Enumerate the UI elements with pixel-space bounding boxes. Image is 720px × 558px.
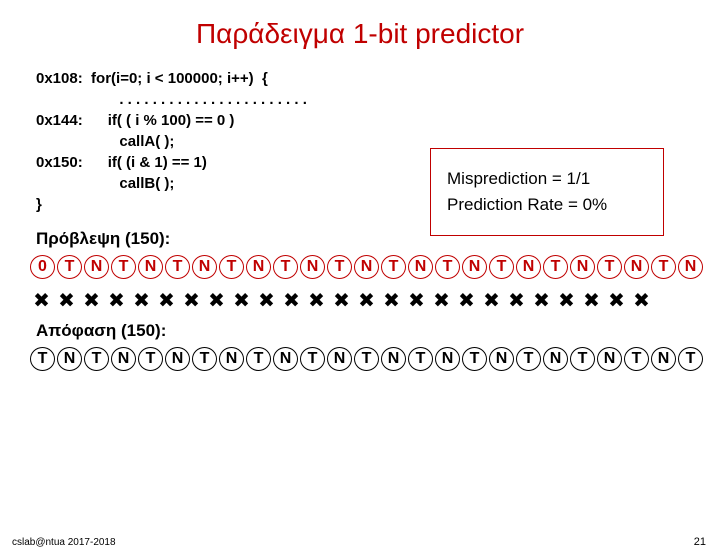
cross-icon: ✖	[505, 289, 528, 311]
prediction-rate-text: Prediction Rate = 0%	[447, 195, 647, 215]
decision-cell: N	[57, 347, 82, 371]
decision-cell: N	[597, 347, 622, 371]
prediction-cell: T	[327, 255, 352, 279]
code-line: 0x144: if( ( i % 100) == 0 )	[36, 110, 720, 131]
prediction-cell: N	[408, 255, 433, 279]
decision-cell: N	[219, 347, 244, 371]
prediction-cell: N	[138, 255, 163, 279]
prediction-cell: N	[624, 255, 649, 279]
prediction-cell: N	[516, 255, 541, 279]
cross-icon: ✖	[155, 289, 178, 311]
decision-cell: T	[408, 347, 433, 371]
decision-cell: N	[327, 347, 352, 371]
prediction-cell: T	[435, 255, 460, 279]
prediction-cell: 0	[30, 255, 55, 279]
cross-icon: ✖	[405, 289, 428, 311]
decision-cell: N	[543, 347, 568, 371]
cross-icon: ✖	[380, 289, 403, 311]
prediction-cell: T	[111, 255, 136, 279]
code-line: . . . . . . . . . . . . . . . . . . . . …	[36, 89, 720, 110]
page-number: 21	[694, 536, 706, 548]
cross-icon: ✖	[430, 289, 453, 311]
prediction-cell: T	[597, 255, 622, 279]
cross-icon: ✖	[605, 289, 628, 311]
prediction-cell: T	[381, 255, 406, 279]
prediction-cell: N	[678, 255, 703, 279]
cross-icon: ✖	[530, 289, 553, 311]
cross-icon: ✖	[280, 289, 303, 311]
prediction-cell: N	[84, 255, 109, 279]
prediction-cell: T	[489, 255, 514, 279]
decision-cell: T	[138, 347, 163, 371]
decision-cell: T	[570, 347, 595, 371]
decision-cell: T	[678, 347, 703, 371]
code-line: 0x108: for(i=0; i < 100000; i++) {	[36, 68, 720, 89]
cross-icon: ✖	[180, 289, 203, 311]
decision-cell: N	[435, 347, 460, 371]
decision-cell: N	[273, 347, 298, 371]
cross-icon: ✖	[230, 289, 253, 311]
cross-icon: ✖	[80, 289, 103, 311]
decision-row: TNTNTNTNTNTNTNTNTNTNTNTNT	[30, 347, 690, 371]
cross-row: ✖✖✖✖✖✖✖✖✖✖✖✖✖✖✖✖✖✖✖✖✖✖✖✖✖	[30, 289, 690, 311]
decision-cell: N	[165, 347, 190, 371]
decision-cell: N	[111, 347, 136, 371]
cross-icon: ✖	[630, 289, 653, 311]
prediction-cell: T	[57, 255, 82, 279]
decision-cell: N	[381, 347, 406, 371]
cross-icon: ✖	[205, 289, 228, 311]
prediction-cell: T	[219, 255, 244, 279]
prediction-row: 0TNTNTNTNTNTNTNTNTNTNTNTN	[30, 255, 690, 279]
cross-icon: ✖	[105, 289, 128, 311]
decision-cell: T	[462, 347, 487, 371]
cross-icon: ✖	[455, 289, 478, 311]
decision-cell: T	[246, 347, 271, 371]
cross-icon: ✖	[330, 289, 353, 311]
footer-left: cslab@ntua 2017-2018	[12, 537, 116, 548]
prediction-cell: N	[300, 255, 325, 279]
decision-cell: T	[354, 347, 379, 371]
decision-cell: N	[651, 347, 676, 371]
misprediction-text: Misprediction = 1/1	[447, 169, 647, 189]
decision-cell: T	[516, 347, 541, 371]
stats-box: Misprediction = 1/1 Prediction Rate = 0%	[430, 148, 664, 236]
cross-icon: ✖	[130, 289, 153, 311]
cross-icon: ✖	[580, 289, 603, 311]
decision-cell: T	[300, 347, 325, 371]
prediction-cell: N	[462, 255, 487, 279]
cross-icon: ✖	[30, 289, 53, 311]
decision-cell: N	[489, 347, 514, 371]
decision-cell: T	[84, 347, 109, 371]
prediction-cell: T	[165, 255, 190, 279]
decision-label: Απόφαση (150):	[36, 321, 720, 341]
prediction-cell: T	[651, 255, 676, 279]
prediction-cell: N	[354, 255, 379, 279]
prediction-cell: T	[273, 255, 298, 279]
cross-icon: ✖	[305, 289, 328, 311]
cross-icon: ✖	[255, 289, 278, 311]
slide-title: Παράδειγμα 1-bit predictor	[0, 18, 720, 50]
cross-icon: ✖	[555, 289, 578, 311]
cross-icon: ✖	[480, 289, 503, 311]
cross-icon: ✖	[355, 289, 378, 311]
prediction-cell: T	[543, 255, 568, 279]
decision-cell: T	[192, 347, 217, 371]
prediction-cell: N	[246, 255, 271, 279]
decision-cell: T	[30, 347, 55, 371]
decision-cell: T	[624, 347, 649, 371]
prediction-cell: N	[192, 255, 217, 279]
prediction-cell: N	[570, 255, 595, 279]
cross-icon: ✖	[55, 289, 78, 311]
